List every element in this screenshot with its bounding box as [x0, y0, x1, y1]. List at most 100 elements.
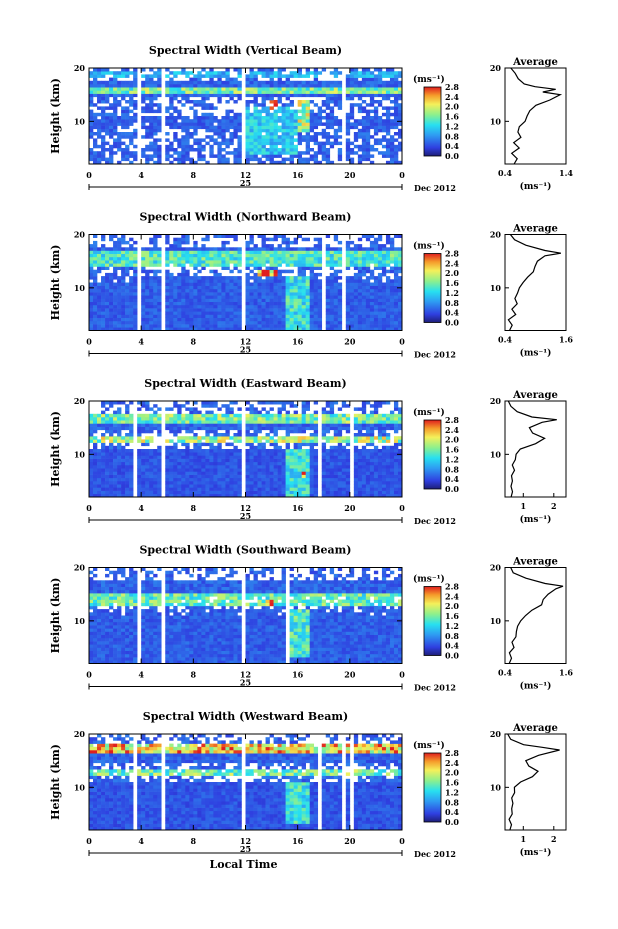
heatmap-cell [265, 465, 270, 469]
heatmap-cell [369, 253, 375, 258]
heatmap-cell [249, 320, 254, 325]
heatmap-cell [245, 74, 250, 78]
heatmap-cell [125, 455, 130, 459]
heatmap-cell [345, 128, 351, 133]
heatmap-cell [121, 420, 126, 424]
heatmap-cell [257, 269, 262, 274]
heatmap-cell [157, 455, 162, 459]
heatmap-cell [165, 247, 170, 251]
heatmap-cell [209, 119, 214, 123]
heatmap-cell [213, 433, 218, 437]
heatmap-cell [237, 449, 242, 453]
heatmap-cell [309, 100, 315, 104]
heatmap-cell [129, 84, 134, 88]
heatmap-cell [229, 426, 234, 431]
heatmap-cell [177, 256, 182, 261]
heatmap-cell [305, 484, 310, 488]
heatmap-cell [273, 100, 278, 104]
heatmap-cell [165, 458, 170, 463]
heatmap-cell [213, 490, 218, 495]
heatmap-cell [169, 490, 174, 495]
heatmap-cell [213, 445, 218, 450]
heatmap-cell [101, 458, 106, 463]
heatmap-cell [189, 417, 194, 421]
average-frame [504, 234, 567, 331]
heatmap-cell [345, 240, 351, 245]
heatmap-cell [157, 292, 162, 296]
heatmap-cell [169, 445, 174, 450]
heatmap-cell [301, 247, 306, 251]
heatmap-cell [265, 461, 270, 466]
heatmap-cell [121, 74, 126, 78]
heatmap-cell [209, 288, 214, 293]
heatmap-cell [225, 407, 230, 411]
heatmap-cell [313, 122, 319, 126]
heatmap-cell [297, 477, 302, 482]
heatmap-cell [189, 71, 194, 75]
heatmap-cell [249, 263, 254, 267]
heatmap-cell [225, 160, 230, 165]
heatmap-cell [349, 314, 355, 318]
heatmap-cell [157, 84, 162, 88]
heatmap-cell [373, 122, 379, 126]
heatmap-cell [297, 429, 302, 434]
heatmap-cell [113, 304, 118, 309]
heatmap-cell [173, 468, 178, 472]
heatmap-cell [257, 420, 262, 424]
heatmap-cell [169, 468, 174, 472]
heatmap-cell [213, 279, 218, 283]
heatmap-cell [253, 301, 258, 306]
heatmap-cell [245, 253, 250, 258]
heatmap-cell [385, 106, 391, 110]
heatmap-cell [385, 324, 391, 328]
heatmap-cell [117, 250, 122, 254]
heatmap-cell [209, 420, 214, 424]
heatmap-cell [145, 301, 150, 306]
heatmap-cell [277, 279, 282, 283]
heatmap-cell [381, 154, 387, 158]
heatmap-cell [181, 455, 186, 459]
heatmap-cell [397, 317, 403, 322]
heatmap-cell [301, 320, 306, 325]
heatmap-cell [233, 116, 238, 120]
heatmap-cell [233, 433, 238, 437]
heatmap-cell [225, 461, 230, 466]
heatmap-cell [125, 317, 130, 322]
heatmap-cell [93, 84, 98, 88]
heatmap-cell [181, 234, 186, 238]
heatmap-cell [149, 471, 154, 475]
heatmap-cell [261, 103, 266, 107]
heatmap-cell [325, 135, 331, 139]
heatmap-cell [229, 282, 234, 286]
heatmap-cell [233, 151, 238, 155]
heatmap-cell [109, 77, 114, 82]
heatmap-cell [105, 125, 110, 130]
heatmap-cell [233, 288, 238, 293]
heatmap-cell [293, 93, 298, 98]
heatmap-cell [265, 449, 270, 453]
heatmap-cell [337, 103, 343, 107]
heatmap-cell [393, 250, 399, 254]
heatmap-cell [333, 84, 339, 88]
heatmap-cell [217, 234, 222, 238]
heatmap-cell [345, 151, 351, 155]
heatmap-cell [381, 151, 387, 155]
heatmap-cell [321, 141, 327, 146]
heatmap-cell [217, 468, 222, 472]
heatmap-cell [177, 426, 182, 431]
heatmap-cell [181, 311, 186, 315]
heatmap-cell [209, 292, 214, 296]
heatmap-cell [193, 417, 198, 421]
heatmap-cell [365, 157, 371, 162]
heatmap-cell [277, 116, 282, 120]
heatmap-cell [333, 311, 339, 315]
heatmap-cell [177, 484, 182, 488]
heatmap-cell [313, 135, 319, 139]
heatmap-cell [133, 295, 138, 299]
heatmap-cell [205, 490, 210, 495]
heatmap-cell [141, 253, 146, 258]
heatmap-cell [185, 417, 190, 421]
heatmap-cell [389, 87, 395, 91]
heatmap-cell [357, 311, 363, 315]
heatmap-cell [389, 314, 395, 318]
